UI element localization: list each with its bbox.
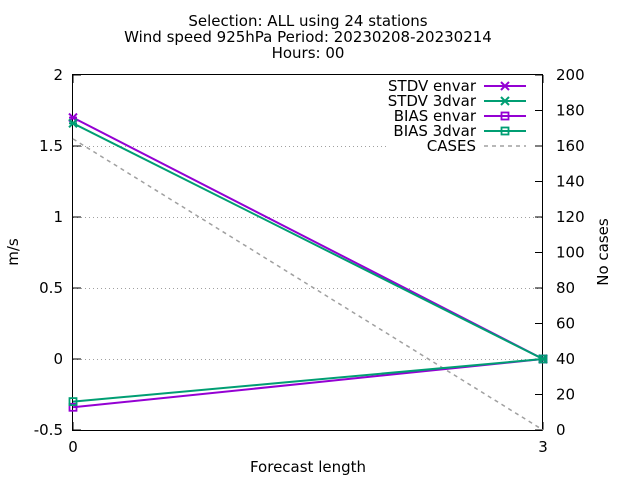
y2-tick-label: 100 [556, 244, 585, 262]
legend-marker [500, 126, 510, 136]
data-point [68, 397, 78, 407]
legend-label: BIAS envar [394, 107, 477, 125]
legend-marker [500, 96, 510, 106]
x-axis-label: Forecast length [250, 458, 366, 476]
legend-marker [500, 81, 510, 91]
data-point [68, 402, 78, 412]
x-tick-label: 0 [68, 438, 78, 456]
y-tick-label: 0 [53, 350, 63, 368]
data-point [538, 354, 548, 364]
y2-tick-label: 0 [556, 421, 566, 439]
title-line: Selection: ALL using 24 stations [188, 12, 427, 30]
y2-tick-label: 120 [556, 208, 585, 226]
series-line-bias-3dvar [72, 358, 544, 403]
y2-tick-label: 140 [556, 173, 585, 191]
legend-label: CASES [427, 137, 476, 155]
y2-tick-label: 160 [556, 137, 585, 155]
y2-axis-label: No cases [594, 218, 612, 286]
y2-tick-label: 180 [556, 102, 585, 120]
y2-tick-label: 200 [556, 66, 585, 84]
y2-axis-ticks: 0 20 40 60 80 100 120 140 160 180 200 [535, 66, 585, 439]
y-tick-label: 1 [53, 208, 63, 226]
y-tick-label: -0.5 [34, 421, 63, 439]
x-tick-label: 3 [538, 438, 548, 456]
title-line: Wind speed 925hPa Period: 20230208-20230… [124, 28, 492, 46]
legend-label: BIAS 3dvar [393, 122, 476, 140]
y-axis-label: m/s [4, 238, 22, 266]
legend-label: STDV envar [388, 77, 477, 95]
y2-tick-label: 20 [556, 386, 575, 404]
series-line-cases [72, 138, 544, 431]
y-tick-label: 0.5 [39, 279, 63, 297]
gridlines [73, 146, 543, 360]
y2-tick-label: 60 [556, 315, 575, 333]
title-line: Hours: 00 [272, 44, 345, 62]
series-lines [68, 112, 548, 431]
y2-tick-label: 80 [556, 279, 575, 297]
legend-marker [500, 111, 510, 121]
y2-tick-label: 40 [556, 350, 575, 368]
data-point [68, 118, 78, 128]
y-tick-label: 1.5 [39, 137, 63, 155]
series-line-stdv-3dvar [72, 122, 544, 360]
y-tick-label: 2 [53, 66, 63, 84]
y-axis-ticks: -0.5 0 0.5 1 1.5 2 [34, 66, 81, 439]
legend-label: STDV 3dvar [388, 92, 477, 110]
